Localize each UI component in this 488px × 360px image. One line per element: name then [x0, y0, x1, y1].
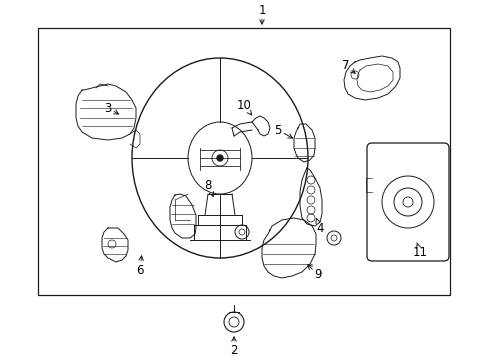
Circle shape [217, 155, 223, 161]
Text: 8: 8 [204, 179, 213, 197]
Text: 1: 1 [258, 4, 265, 24]
Bar [38, 28, 449, 295]
Text: 11: 11 [412, 243, 427, 258]
Text: 6: 6 [136, 256, 143, 276]
Text: 9: 9 [307, 265, 321, 282]
Text: 3: 3 [104, 102, 119, 114]
Text: 7: 7 [342, 59, 354, 73]
Text: 2: 2 [230, 337, 237, 356]
Text: 5: 5 [274, 123, 292, 138]
Text: 10: 10 [236, 99, 251, 115]
Text: 4: 4 [315, 219, 323, 234]
